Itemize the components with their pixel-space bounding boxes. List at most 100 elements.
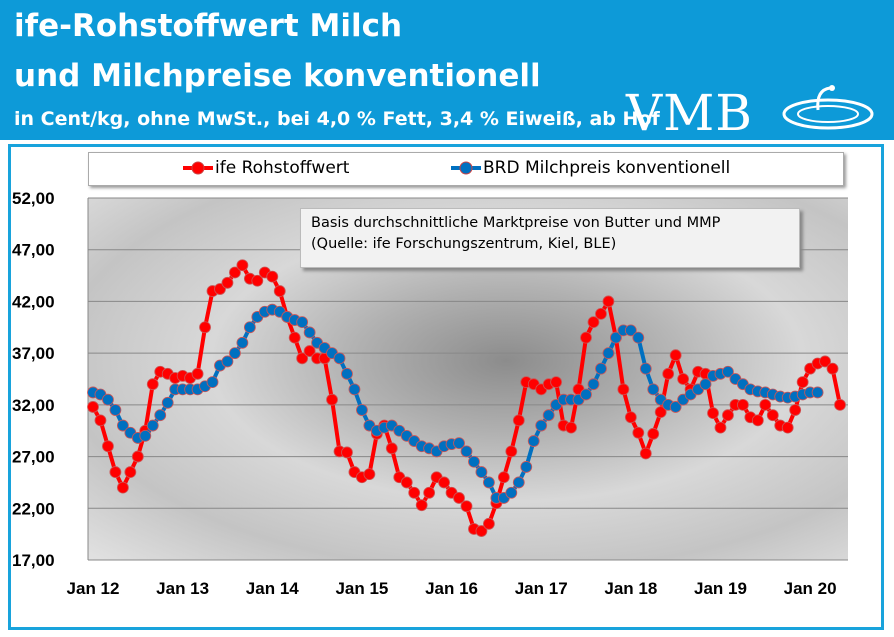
data-point — [647, 383, 660, 396]
data-point — [520, 461, 533, 473]
data-point — [654, 406, 667, 418]
note-line2: (Quelle: ife Forschungszentrum, Kiel, BL… — [311, 236, 617, 252]
y-tick-label: 27,00 — [12, 448, 55, 467]
data-point — [333, 352, 346, 365]
data-point — [647, 427, 660, 440]
data-point — [348, 383, 361, 396]
data-point — [251, 274, 264, 287]
data-point — [475, 466, 488, 478]
data-point — [505, 445, 518, 458]
data-point — [363, 468, 376, 481]
data-point — [116, 481, 129, 494]
data-point — [624, 324, 637, 337]
data-point — [617, 383, 630, 396]
data-point — [580, 388, 592, 401]
data-point — [116, 419, 129, 432]
data-point — [87, 401, 99, 413]
data-point — [94, 414, 107, 427]
data-point — [707, 407, 719, 420]
data-point — [273, 285, 286, 297]
data-point — [415, 499, 428, 512]
data-point — [483, 517, 495, 530]
data-point — [243, 321, 256, 334]
legend-marker-blue — [451, 161, 481, 175]
x-tick-label: Jan 17 — [515, 579, 568, 598]
note-line1: Basis durchschnittliche Marktpreise von … — [311, 215, 721, 231]
y-tick-label: 52,00 — [12, 189, 55, 208]
data-point — [602, 347, 615, 360]
data-point — [796, 376, 809, 389]
data-point — [438, 476, 450, 489]
data-point — [669, 349, 682, 362]
series-line — [91, 261, 842, 534]
title-line2: und Milchpreise konventionell — [14, 58, 541, 94]
data-point — [453, 437, 465, 450]
legend-label: BRD Milchpreis konventionell — [483, 158, 731, 178]
data-point — [632, 331, 645, 344]
data-point — [587, 316, 600, 329]
data-point — [497, 471, 510, 484]
data-point — [221, 355, 234, 368]
legend-marker-red — [183, 161, 213, 175]
x-tick-label: Jan 20 — [784, 579, 837, 598]
source-note: Basis durchschnittliche Marktpreise von … — [300, 208, 800, 268]
data-point — [356, 404, 368, 416]
title-line1: ife-Rohstoffwert Milch — [14, 8, 403, 44]
data-point — [550, 376, 563, 389]
data-point — [453, 492, 465, 504]
data-point — [131, 450, 144, 463]
data-point — [199, 321, 211, 334]
data-point — [781, 421, 794, 434]
data-point — [751, 414, 764, 427]
header: ife-Rohstoffwert Milch und Milchpreise k… — [0, 0, 894, 142]
y-tick-label: 22,00 — [12, 499, 55, 518]
x-tick-label: Jan 16 — [425, 579, 478, 598]
x-tick-label: Jan 19 — [694, 579, 747, 598]
legend: ife Rohstoffwert BRD Milchpreis konventi… — [88, 152, 844, 186]
data-point — [124, 466, 137, 478]
x-tick-label: Jan 18 — [604, 579, 657, 598]
data-point — [669, 401, 682, 413]
data-point — [632, 426, 645, 439]
data-point — [610, 331, 622, 344]
data-point — [662, 367, 675, 380]
data-point — [766, 409, 779, 422]
data-point — [527, 435, 540, 447]
data-point — [102, 440, 114, 453]
data-point — [475, 525, 488, 537]
data-point — [580, 331, 592, 344]
data-point — [161, 396, 174, 409]
data-point — [512, 476, 525, 489]
y-tick-label: 17,00 — [12, 551, 55, 570]
x-tick-label: Jan 13 — [156, 579, 209, 598]
data-point — [221, 276, 234, 289]
data-point — [296, 352, 309, 365]
data-point — [736, 398, 749, 411]
series-1 — [87, 303, 824, 504]
data-point — [535, 419, 548, 432]
data-point — [109, 404, 122, 416]
data-point — [639, 362, 652, 375]
legend-item-brd: BRD Milchpreis konventionell — [449, 158, 730, 178]
data-point — [109, 466, 122, 478]
data-point — [460, 445, 473, 458]
data-point — [341, 446, 353, 459]
data-point — [385, 442, 398, 455]
data-point — [229, 266, 241, 279]
data-point — [759, 398, 772, 411]
data-point — [677, 373, 690, 385]
data-point — [639, 447, 652, 460]
data-point — [483, 476, 495, 489]
subtitle: in Cent/kg, ohne MwSt., bei 4,0 % Fett, … — [14, 108, 660, 130]
data-point — [139, 429, 152, 442]
data-point — [154, 409, 167, 422]
data-point — [512, 414, 525, 427]
data-point — [834, 398, 846, 411]
x-tick-label: Jan 15 — [335, 579, 388, 598]
data-point — [288, 331, 301, 344]
data-point — [146, 419, 159, 432]
vmb-logo: VMB — [626, 84, 754, 142]
data-point — [602, 295, 615, 308]
data-point — [400, 476, 413, 489]
data-point — [236, 259, 249, 272]
